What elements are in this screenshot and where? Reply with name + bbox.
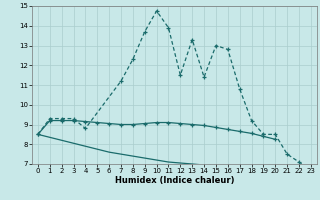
- X-axis label: Humidex (Indice chaleur): Humidex (Indice chaleur): [115, 176, 234, 185]
